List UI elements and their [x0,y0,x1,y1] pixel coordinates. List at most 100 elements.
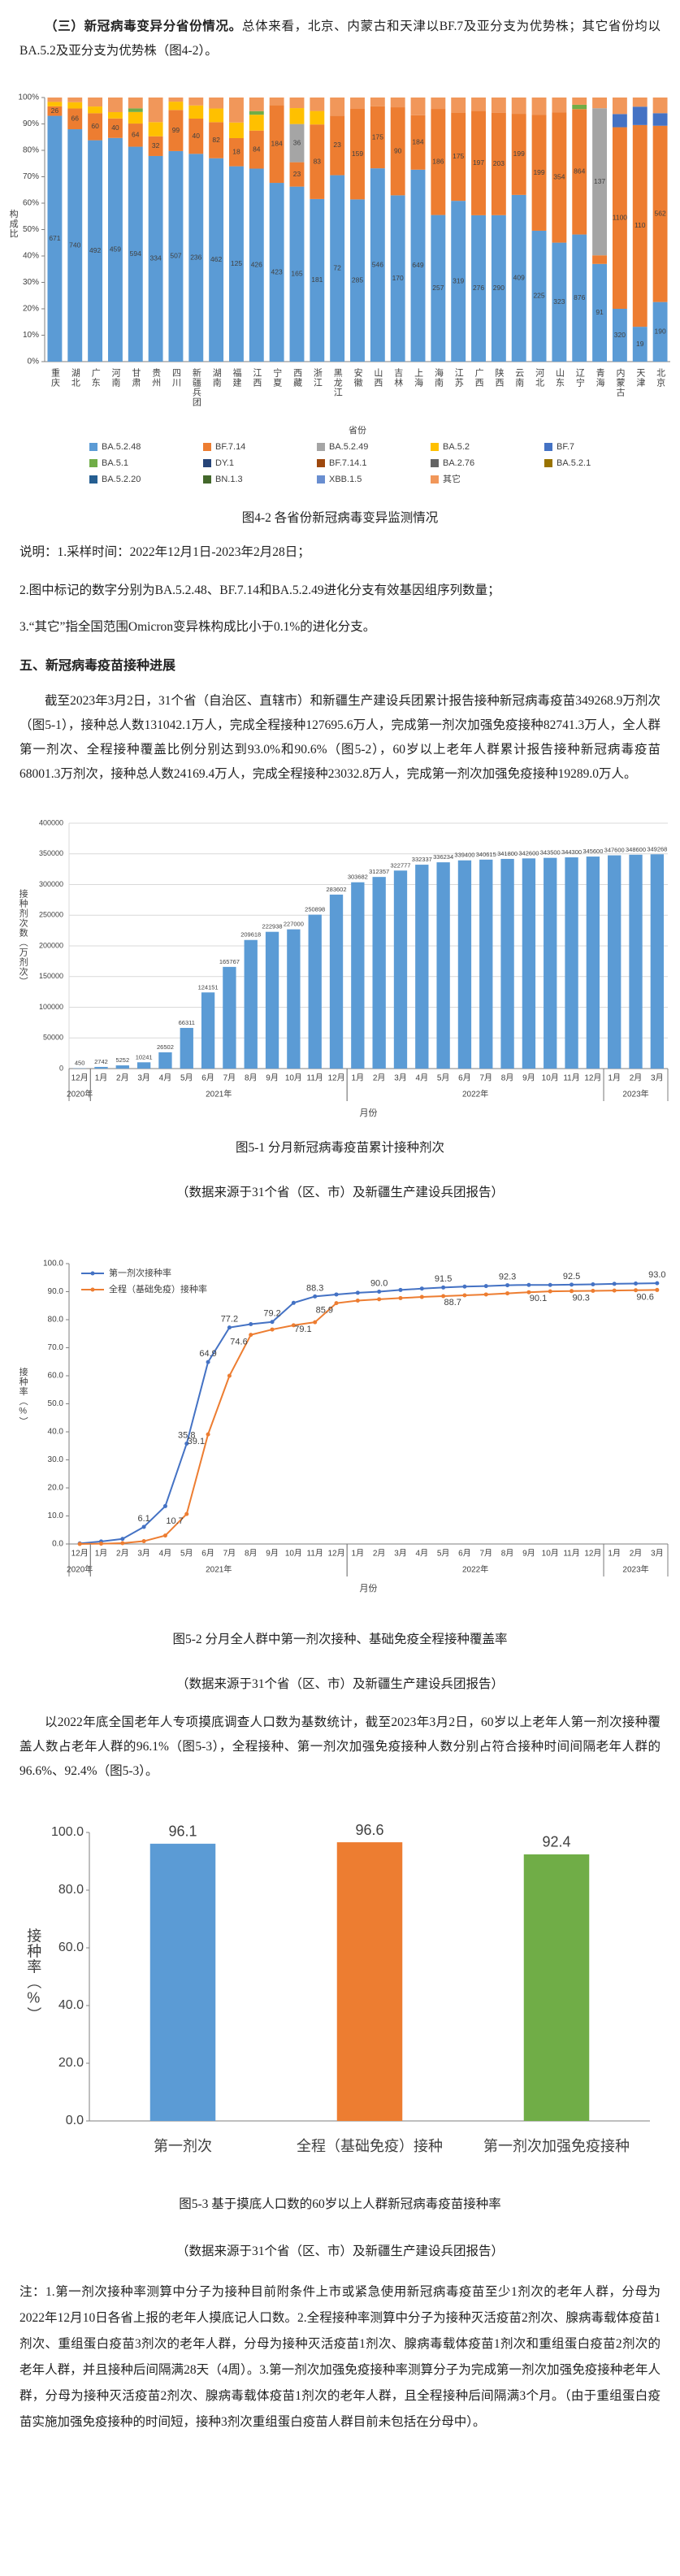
bar-segment [451,201,466,362]
y-tick-label: 0.0 [52,1540,63,1549]
data-label: 82 [212,136,220,144]
data-label: 137 [594,177,605,185]
y-tick-label: 0% [28,358,40,366]
x-tick-label: 11月 [307,1549,323,1559]
x-tick-label: 山西 [373,368,383,388]
bar [565,857,578,1069]
data-label: 312357 [369,868,389,875]
x-tick-label: 9月 [522,1549,535,1559]
x-tick-label: 4月 [159,1549,172,1559]
point-marker [505,1283,510,1288]
x-tick-label: 6月 [201,1073,214,1083]
data-label: 339400 [454,852,474,859]
y-tick-label: 30% [23,278,39,287]
x-tick-label: 甘肃 [131,368,141,388]
data-label: 96.1 [168,1824,197,1840]
data-label: 88.3 [306,1283,323,1293]
x-tick-label: 12月 [584,1073,601,1083]
bar-segment [552,242,567,362]
y-axis-label: 接种剂次数（万剂次） [18,889,28,987]
point-marker [548,1282,552,1287]
point-marker [419,1286,424,1291]
point-marker [570,1289,574,1294]
bar-segment [47,106,63,116]
data-label: 227000 [284,921,304,928]
data-label: 90 [394,146,402,154]
data-label: 594 [130,249,141,258]
bar-segment [289,124,305,163]
point-marker [291,1300,296,1305]
x-tick-label: 安徽 [353,367,363,388]
data-label: 23 [333,141,341,149]
x-tick-label: 2月 [373,1549,386,1559]
data-label: 36 [293,138,301,146]
data-label: 348600 [626,846,646,853]
x-tick-label: 山东 [554,368,565,388]
data-label: 184 [271,139,283,147]
legend-label: BF.7.14 [215,442,245,452]
point-marker [184,1441,189,1446]
bar-segment [511,98,526,115]
data-label: 426 [251,261,262,269]
point-marker [655,1281,660,1286]
legend-label: BA.5.2.20 [102,475,141,484]
bar-segment [168,150,184,362]
x-tick-label: 6月 [201,1549,214,1559]
data-label: 186 [432,158,444,166]
data-label: 93.0 [648,1270,665,1280]
bar [479,859,493,1069]
bar-segment [431,215,446,362]
x-tick-label: 海南 [433,367,444,388]
data-label: 671 [49,234,60,242]
x-tick-label: 10月 [285,1073,302,1083]
point-marker [227,1325,232,1330]
bar-segment [390,98,405,108]
caption: 图4-2 各省份新冠病毒变异监测情况 [241,511,439,525]
bar [94,1066,108,1069]
bar-segment [148,155,163,362]
bar-segment [88,140,103,362]
year-label: 2020年 [67,1089,93,1099]
x-tick-label: 8月 [501,1549,514,1559]
legend-swatch [317,475,325,484]
data-label: 190 [654,327,665,336]
x-tick-label: 湖北 [70,368,80,388]
y-tick-label: 60.0 [48,1372,64,1381]
y-tick-label: 80.0 [48,1316,64,1325]
data-label: 88.7 [444,1298,461,1308]
data-label: 320 [614,331,626,339]
y-tick-label: 50% [23,225,39,234]
x-tick-label: 3月 [394,1073,407,1083]
bar-segment [128,124,143,147]
bar-segment [471,98,486,111]
point-marker [570,1282,574,1287]
bar-segment [451,98,466,113]
bar [544,857,557,1069]
y-tick-label: 80% [23,146,39,155]
point-marker [313,1294,318,1299]
section-heading: 五、新冠病毒疫苗接种进展 [19,659,176,673]
point-marker [141,1539,146,1544]
data-label: 92.4 [542,1834,570,1850]
legend-marker [90,1271,95,1276]
data-label: 19 [636,340,644,348]
data-label: 77.2 [221,1315,238,1325]
data-label: 110 [635,221,646,229]
data-label: 203 [493,159,505,167]
bar-segment [229,138,244,167]
x-tick-label: 1月 [352,1073,365,1083]
bar-segment [47,102,63,106]
bar-segment [612,127,627,309]
y-tick-label: 70% [23,172,39,181]
legend-label: BN.1.3 [215,475,243,484]
data-label: 26502 [157,1043,174,1051]
bar-segment [410,115,426,170]
data-label: 72 [333,264,341,272]
bar-segment [632,124,648,327]
x-tick-label: 5月 [180,1073,193,1083]
data-label: 40 [111,124,119,132]
bar-segment [209,108,224,123]
y-axis-label: 构成比 [8,208,19,238]
y-tick-label: 60% [23,199,39,208]
intro-paragraph: （三）新冠病毒变异分省份情况。总体来看，北京、内蒙古和天津以BF.7及亚分支为优… [19,15,661,63]
